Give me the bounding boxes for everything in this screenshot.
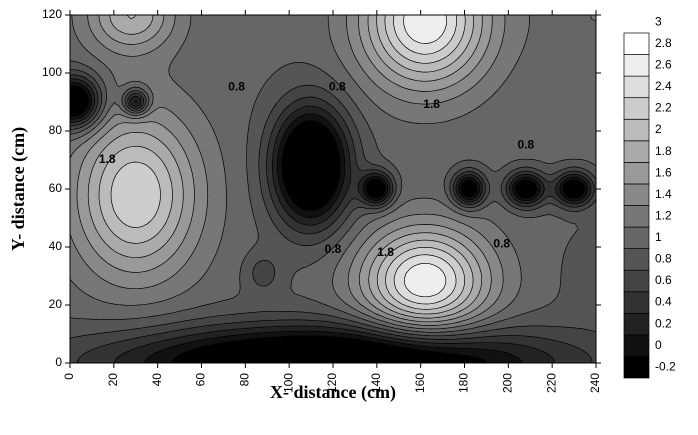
colorbar-label: 2.8 xyxy=(655,36,672,50)
colorbar-swatch xyxy=(623,162,650,185)
x-tick-label: 40 xyxy=(150,373,164,387)
x-tick-label: 100 xyxy=(281,373,295,393)
colorbar-label: 0 xyxy=(655,338,662,352)
contour-line xyxy=(393,14,457,305)
colorbar-label: 2.4 xyxy=(655,79,672,93)
contour-line xyxy=(69,60,597,333)
x-tick-label: 180 xyxy=(457,373,471,393)
colorbar-swatch xyxy=(623,248,650,271)
plot-area: 1.8 0.8 0.8 1.8 0.8 0.8 1.8 0.8 xyxy=(69,14,597,364)
colorbar-label: 1.6 xyxy=(655,165,672,179)
colorbar-swatch xyxy=(623,140,650,163)
colorbar-swatch xyxy=(623,312,650,336)
contour-field xyxy=(70,15,596,363)
colorbar-swatch xyxy=(623,97,650,120)
colorbar-label: 0.8 xyxy=(655,252,672,266)
contour-label: 0.8 xyxy=(493,236,510,250)
contour-line xyxy=(69,14,506,326)
x-tick-label: 80 xyxy=(238,373,252,387)
colorbar-label: 0.4 xyxy=(655,295,672,309)
y-axis: 0 20 40 60 80 100 120 xyxy=(42,7,601,369)
colorbar-label: 0.6 xyxy=(655,273,672,287)
contour-labels: 1.8 0.8 0.8 1.8 0.8 0.8 1.8 0.8 xyxy=(99,80,535,259)
y-tick-label: 60 xyxy=(49,181,63,195)
colorbar-swatch xyxy=(623,291,650,314)
colorbar-swatch xyxy=(623,334,650,357)
colorbar-label: 1 xyxy=(655,230,662,244)
y-axis-title: Y- distance (cm) xyxy=(8,127,29,251)
contour-line xyxy=(69,74,595,364)
colorbar-label: 0.2 xyxy=(655,316,672,330)
x-axis: 0 20 40 60 80 100 120 140 160 180 200 220 240 xyxy=(62,10,602,393)
contour-label: 0.8 xyxy=(228,80,245,94)
x-tick-label: 160 xyxy=(413,373,427,393)
x-tick-label: 60 xyxy=(194,373,208,387)
x-tick-label: 200 xyxy=(501,373,515,393)
y-tick-label: 20 xyxy=(49,297,63,311)
contour-line xyxy=(87,14,483,319)
contour-label: 0.8 xyxy=(329,80,346,94)
colorbar-label: 2.2 xyxy=(655,101,672,115)
colorbar-swatch xyxy=(623,356,650,379)
y-tick-label: 100 xyxy=(42,65,62,79)
colorbar-label: 2.6 xyxy=(655,58,672,72)
colorbar-swatch xyxy=(623,75,650,99)
contour-label: 0.8 xyxy=(518,138,535,152)
x-tick-label: 20 xyxy=(106,373,120,387)
contour-line xyxy=(76,14,493,323)
contour-line xyxy=(69,14,597,330)
contour-line xyxy=(110,14,466,310)
contour-label: 1.8 xyxy=(99,152,116,166)
contour-lines xyxy=(69,14,597,364)
colorbar-swatch xyxy=(623,226,650,249)
contour-line xyxy=(69,85,586,364)
colorbar-label: 1.8 xyxy=(655,144,672,158)
colorbar-label: 3 xyxy=(655,14,662,28)
colorbar-label: 1.4 xyxy=(655,187,672,201)
contour-label: 1.8 xyxy=(423,97,440,111)
colorbar-label: 2 xyxy=(655,122,662,136)
contour-line xyxy=(98,14,474,315)
y-tick-label: 40 xyxy=(49,239,63,253)
y-tick-label: 80 xyxy=(49,123,63,137)
contour-label: 0.8 xyxy=(325,242,342,256)
x-axis-title: X- distance (cm) xyxy=(270,382,396,403)
colorbar-swatch xyxy=(623,183,650,206)
x-tick-label: 140 xyxy=(369,373,383,393)
colorbar: -0.2 0 0.2 0.4 0.6 0.8 1 1.2 1.4 1.6 1.8 2 2.2 2.4 2.6… xyxy=(623,14,676,379)
contour-line xyxy=(403,14,447,298)
colorbar-label: -0.2 xyxy=(655,359,676,373)
colorbar-swatch xyxy=(623,32,650,55)
colorbar-swatch xyxy=(623,118,650,142)
colorbar-label: 1.2 xyxy=(655,208,672,222)
contour-line xyxy=(69,82,589,364)
colorbar-swatch xyxy=(623,54,650,77)
y-tick-label: 120 xyxy=(42,7,62,21)
y-tick-label: 0 xyxy=(55,355,62,369)
x-tick-label: 240 xyxy=(588,373,602,393)
x-tick-label: 220 xyxy=(544,373,558,393)
x-tick-label: 0 xyxy=(62,373,76,380)
x-tick-label: 120 xyxy=(325,373,339,393)
colorbar-swatch xyxy=(623,205,650,228)
contour-label: 1.8 xyxy=(377,245,394,259)
colorbar-swatch xyxy=(623,269,650,293)
